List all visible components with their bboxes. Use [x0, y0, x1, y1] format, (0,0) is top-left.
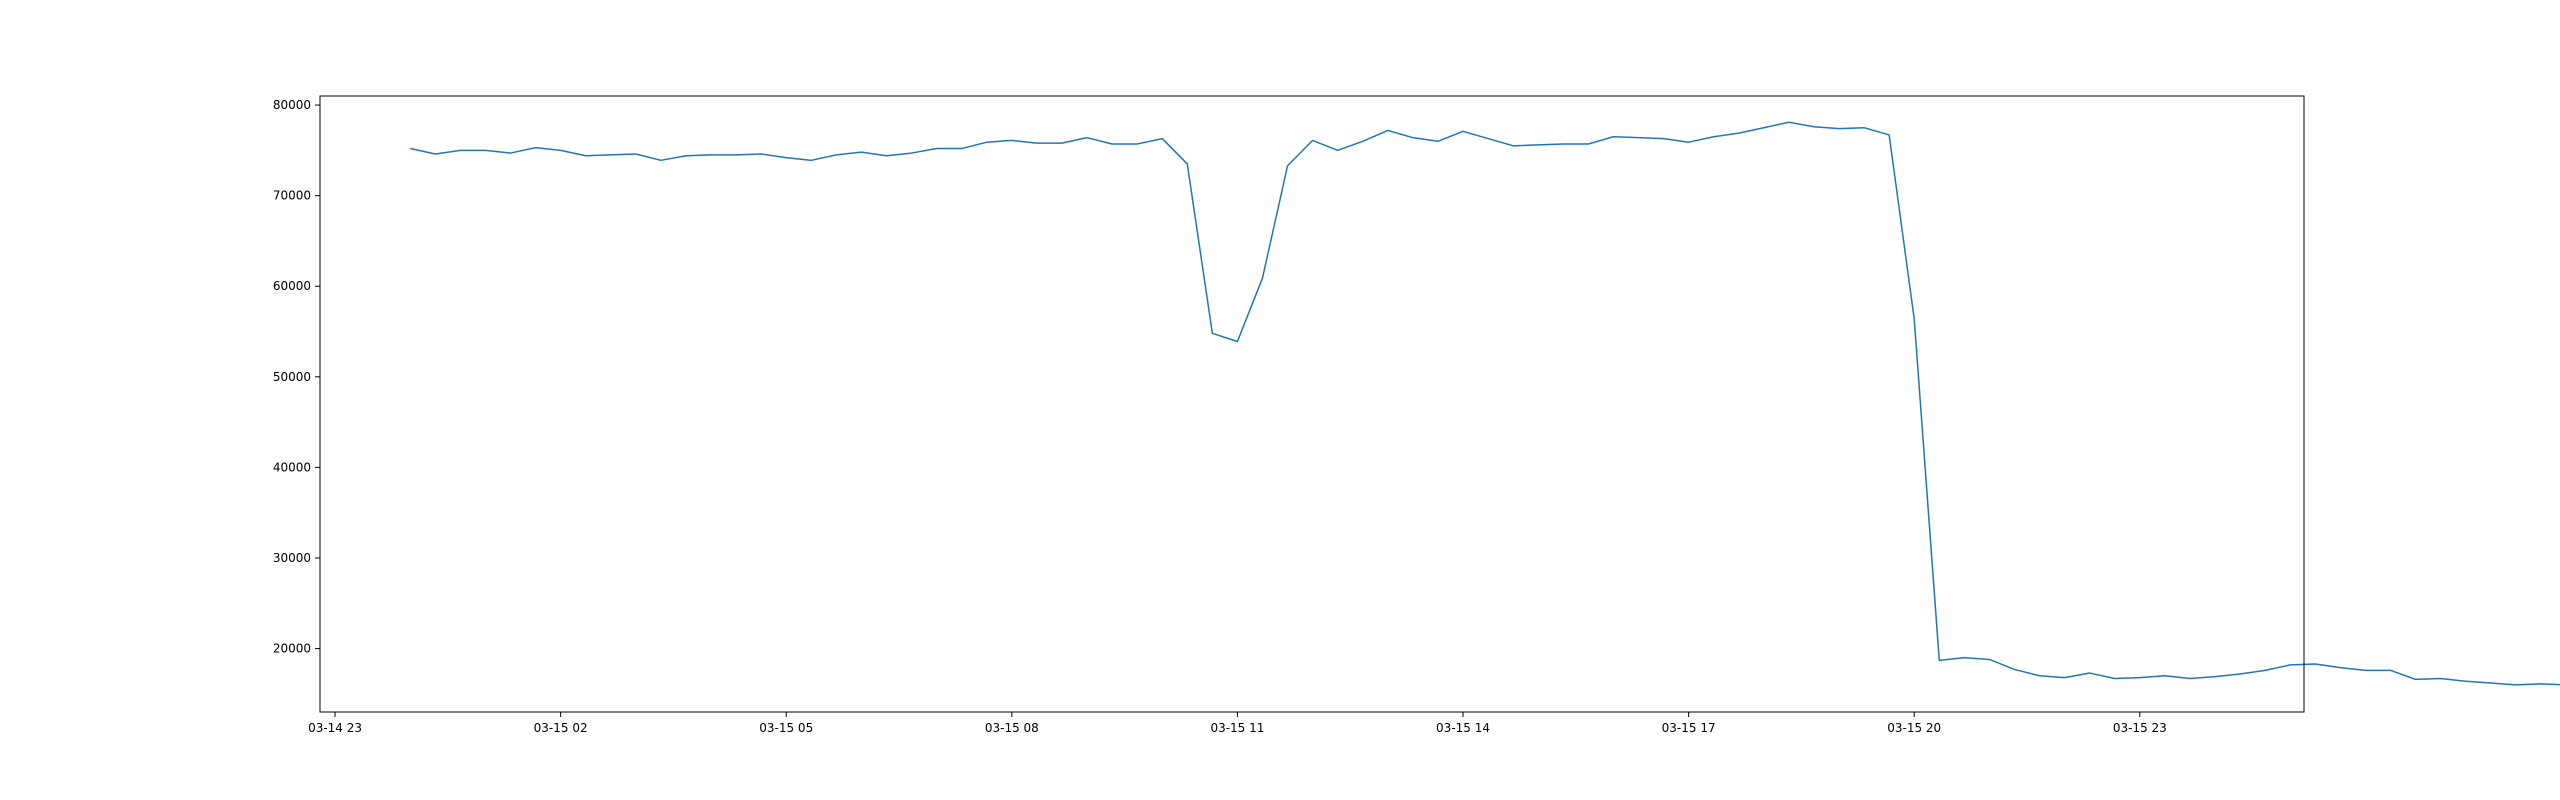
- x-tick-label: 03-15 20: [1887, 721, 1941, 735]
- x-tick-label: 03-15 05: [759, 721, 813, 735]
- x-tick-label: 03-14 23: [308, 721, 362, 735]
- y-tick-label: 50000: [273, 370, 311, 384]
- plot-frame: [319, 95, 2305, 713]
- x-tick-label: 03-15 17: [1662, 721, 1716, 735]
- series-line: [410, 121, 2560, 686]
- y-tick-label: 40000: [273, 460, 311, 474]
- y-tick-label: 30000: [273, 551, 311, 565]
- y-tick-label: 20000: [273, 642, 311, 656]
- x-tick-label: 03-15 11: [1210, 721, 1264, 735]
- y-axis: 20000 30000 40000 50000 60000 70000 80000: [273, 98, 320, 656]
- y-tick-label: 70000: [273, 189, 311, 203]
- y-tick-label: 80000: [273, 98, 311, 112]
- y-tick-label: 60000: [273, 279, 311, 293]
- x-tick-label: 03-15 02: [534, 721, 588, 735]
- x-tick-label: 03-15 08: [985, 721, 1039, 735]
- x-tick-label: 03-15 23: [2113, 721, 2167, 735]
- plot-background: [320, 96, 2304, 712]
- x-tick-label: 03-15 14: [1436, 721, 1490, 735]
- series-layer: [410, 121, 2560, 686]
- x-axis: 03-14 23 03-15 02 03-15 05 03-15 08 03-15 11…: [308, 712, 2167, 735]
